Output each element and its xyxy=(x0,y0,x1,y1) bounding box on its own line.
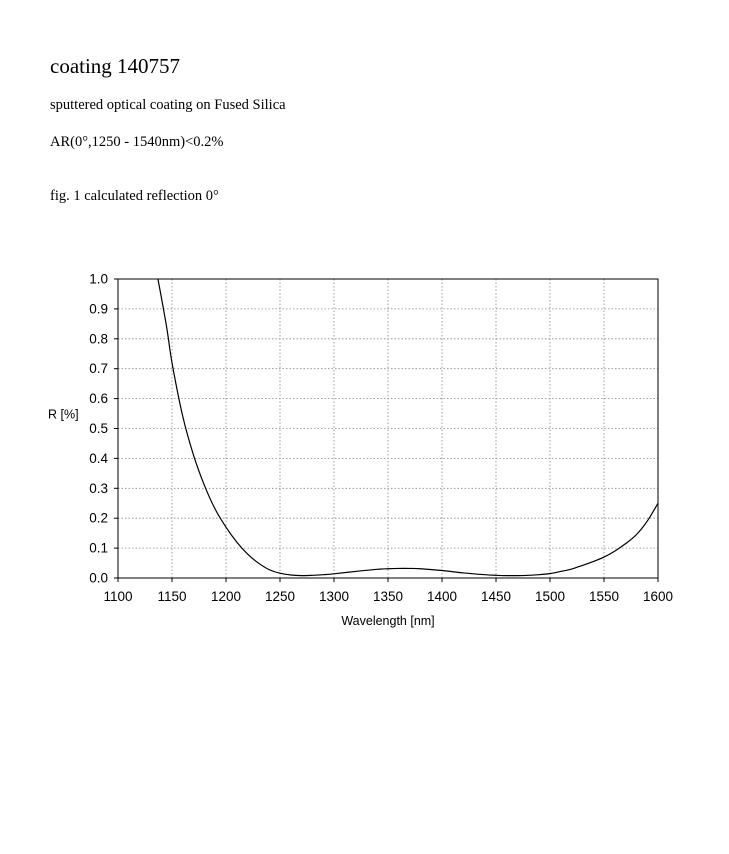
y-tick-label: 0.0 xyxy=(89,571,108,586)
x-tick-label: 1250 xyxy=(265,589,295,604)
x-tick-label: 1400 xyxy=(427,589,457,604)
y-axis-title: R [%] xyxy=(48,408,79,422)
coating-description: sputtered optical coating on Fused Silic… xyxy=(50,97,286,113)
y-tick-label: 0.3 xyxy=(89,481,108,496)
coating-spec: AR(0°,1250 - 1540nm)<0.2% xyxy=(50,134,224,150)
tick-layer xyxy=(114,278,659,582)
x-tick-label: 1500 xyxy=(535,589,565,604)
x-tick-label: 1350 xyxy=(373,589,403,604)
y-tick-label: 1.0 xyxy=(89,272,108,287)
x-tick-label: 1600 xyxy=(643,589,673,604)
x-tick-label: 1100 xyxy=(103,589,132,604)
y-tick-label: 0.2 xyxy=(89,511,108,526)
x-tick-label: 1300 xyxy=(319,589,349,604)
y-tick-label: 0.6 xyxy=(89,391,108,406)
y-tick-label: 0.7 xyxy=(89,361,108,376)
y-tick-label: 0.1 xyxy=(89,541,108,556)
x-tick-label: 1150 xyxy=(157,589,186,604)
document-title: coating 140757 xyxy=(50,54,181,78)
x-tick-label: 1200 xyxy=(211,589,241,604)
y-tick-label: 0.5 xyxy=(89,421,108,436)
x-axis-title: Wavelength [nm] xyxy=(341,614,434,628)
series-layer xyxy=(157,278,659,577)
x-tick-label: 1550 xyxy=(589,589,619,604)
tick-label-layer: 1100 1150 1200 1250 1300 1350 1400 1450 1500 1550… xyxy=(89,272,673,605)
y-tick-label: 0.8 xyxy=(89,331,108,346)
y-tick-label: 0.4 xyxy=(89,451,108,466)
grid-layer xyxy=(118,279,658,578)
figure-caption: fig. 1 calculated reflection 0° xyxy=(50,188,219,204)
plot-frame xyxy=(117,278,659,579)
y-tick-label: 0.9 xyxy=(89,301,108,316)
reflection-series-line xyxy=(157,278,659,577)
x-tick-label: 1450 xyxy=(481,589,511,604)
